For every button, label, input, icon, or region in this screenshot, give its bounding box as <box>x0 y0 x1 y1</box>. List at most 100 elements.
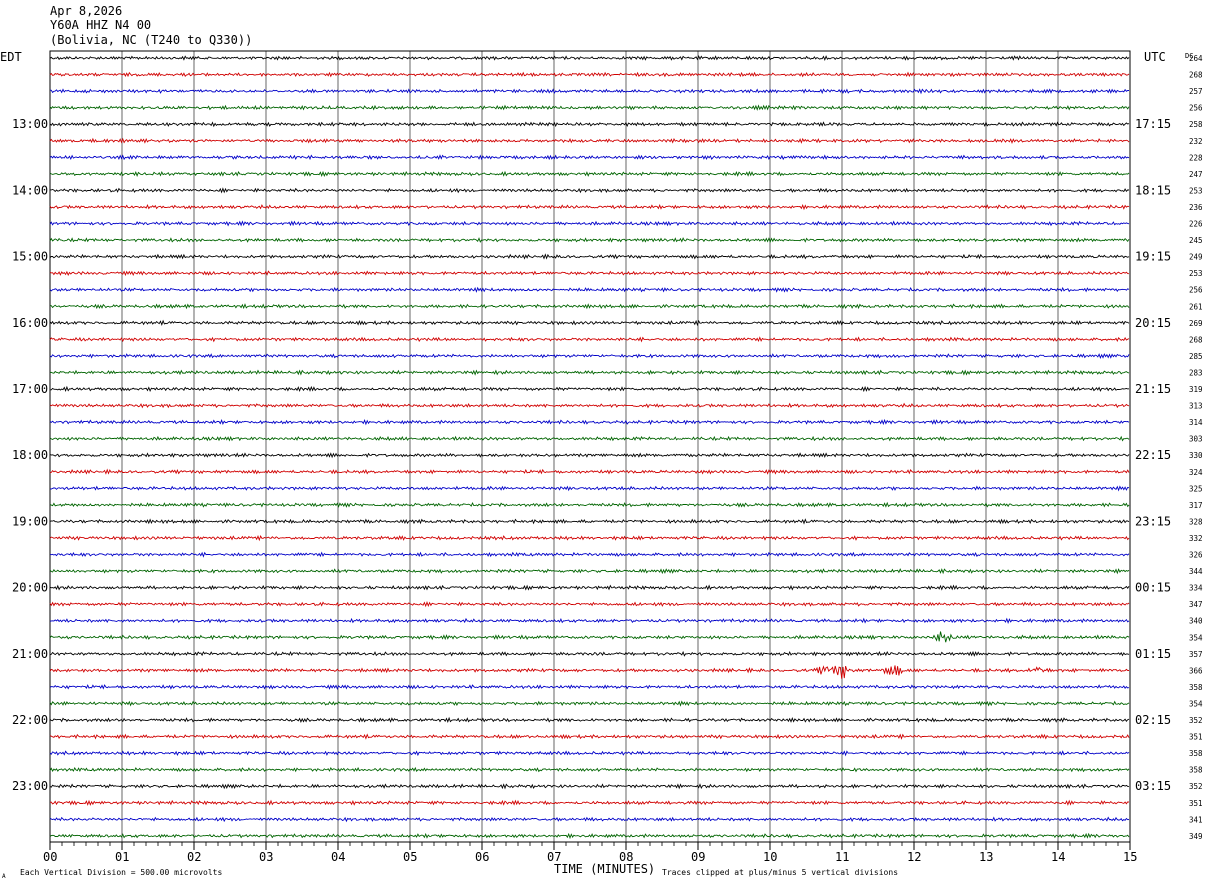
dc-offset-label: 324 <box>1189 468 1203 477</box>
trace-row <box>49 700 1130 707</box>
trace-row <box>49 55 1130 62</box>
trace-row <box>49 253 1130 260</box>
right-hour-label: 17:15 <box>1135 117 1171 131</box>
right-hour-label: 02:15 <box>1135 713 1171 727</box>
right-hour-label: 19:15 <box>1135 250 1171 264</box>
plot-frame <box>49 50 1131 843</box>
dc-offset-label: 351 <box>1189 733 1203 742</box>
trace-row <box>49 665 1129 679</box>
x-tick-label: 04 <box>331 850 345 864</box>
dc-offset-label: 268 <box>1189 335 1203 344</box>
trace-row <box>49 336 1130 343</box>
trace-row <box>49 88 1129 95</box>
trace-row <box>49 402 1130 409</box>
x-tick-label: 12 <box>907 850 921 864</box>
trace-row <box>49 203 1130 211</box>
trace-row <box>49 684 1130 690</box>
dc-offset-label: 249 <box>1189 253 1203 262</box>
dc-offset-header: DC <box>1185 52 1193 60</box>
dc-offset-label: 314 <box>1189 418 1203 427</box>
trace-row <box>49 750 1130 757</box>
dc-offset-label: 352 <box>1189 782 1203 791</box>
left-hour-label: 20:00 <box>12 581 48 595</box>
trace-row <box>49 286 1130 293</box>
dc-offset-label: 354 <box>1189 633 1203 642</box>
right-hour-label: 01:15 <box>1135 647 1171 661</box>
dc-offset-label: 313 <box>1189 402 1203 411</box>
trace-row <box>49 154 1130 161</box>
x-tick-label: 13 <box>979 850 993 864</box>
x-tick-label: 08 <box>619 850 633 864</box>
left-hour-label: 16:00 <box>12 316 48 330</box>
corner-mark: A <box>2 873 6 880</box>
x-tick-label: 07 <box>547 850 561 864</box>
trace-row <box>49 319 1130 327</box>
right-hour-label: 22:15 <box>1135 448 1171 462</box>
dc-offset-label: 257 <box>1189 87 1203 96</box>
dc-offset-label: 326 <box>1189 551 1203 560</box>
right-hour-label: 20:15 <box>1135 316 1171 330</box>
seismic-traces <box>49 55 1130 840</box>
trace-row <box>49 832 1130 840</box>
trace-row <box>49 237 1130 244</box>
dc-offset-label: 357 <box>1189 650 1203 659</box>
trace-row <box>49 584 1130 591</box>
trace-row <box>49 617 1130 625</box>
trace-row <box>49 452 1130 459</box>
right-hour-label: 18:15 <box>1135 183 1171 197</box>
trace-row <box>49 137 1130 144</box>
axis-labels: 00 01 02 03 04 05 06 07 08 09 10 11 12 13 14 15 264 268 25… <box>12 54 1203 864</box>
trace-row <box>49 353 1130 360</box>
dc-offset-label: 303 <box>1189 435 1203 444</box>
trace-row <box>49 799 1130 806</box>
dc-offset-label: 232 <box>1189 137 1203 146</box>
dc-offset-label: 247 <box>1189 170 1203 179</box>
right-hour-label: 23:15 <box>1135 514 1171 528</box>
dc-offset-label: 256 <box>1189 104 1203 113</box>
trace-row <box>49 600 1130 608</box>
trace-row <box>49 468 1130 475</box>
trace-row <box>49 220 1130 227</box>
dc-offset-label: 351 <box>1189 799 1203 808</box>
right-hour-label: 21:15 <box>1135 382 1171 396</box>
dc-offset-label: 352 <box>1189 716 1203 725</box>
trace-row <box>49 534 1130 542</box>
dc-offset-label: 340 <box>1189 617 1203 626</box>
dc-offset-label: 256 <box>1189 286 1203 295</box>
trace-row <box>49 783 1130 790</box>
dc-offset-label: 253 <box>1189 186 1203 195</box>
dc-offset-label: 358 <box>1189 766 1203 775</box>
trace-row <box>49 816 1130 823</box>
x-tick-label: 03 <box>259 850 273 864</box>
x-tick-label: 06 <box>475 850 489 864</box>
trace-row <box>49 270 1130 277</box>
left-hour-label: 15:00 <box>12 250 48 264</box>
left-timezone-label: EDT <box>0 50 22 64</box>
trace-row <box>49 631 1130 643</box>
x-tick-label: 05 <box>403 850 417 864</box>
dc-offset-label: 264 <box>1189 54 1203 63</box>
dc-offset-label: 285 <box>1189 352 1203 361</box>
dc-offset-label: 366 <box>1189 666 1203 675</box>
right-timezone-label: UTC <box>1144 50 1166 64</box>
trace-row <box>49 551 1130 558</box>
x-tick-label: 14 <box>1051 850 1065 864</box>
trace-row <box>49 716 1130 723</box>
x-tick-label: 09 <box>691 850 705 864</box>
dc-offset-label: 354 <box>1189 699 1203 708</box>
trace-row <box>49 369 1130 376</box>
dc-offset-label: 349 <box>1189 832 1203 841</box>
dc-offset-label: 325 <box>1189 484 1203 493</box>
right-hour-label: 03:15 <box>1135 779 1171 793</box>
x-tick-label: 01 <box>115 850 129 864</box>
trace-row <box>49 650 1130 657</box>
dc-offset-label: 319 <box>1189 385 1203 394</box>
trace-row <box>49 568 1130 575</box>
dc-offset-label: 226 <box>1189 220 1203 229</box>
dc-offset-label: 328 <box>1189 517 1203 526</box>
trace-row <box>49 485 1130 492</box>
dc-offset-label: 261 <box>1189 302 1203 311</box>
trace-row <box>49 518 1130 525</box>
station-channel-title: Y60A HHZ N4 00 <box>50 18 152 32</box>
trace-row <box>49 733 1130 740</box>
